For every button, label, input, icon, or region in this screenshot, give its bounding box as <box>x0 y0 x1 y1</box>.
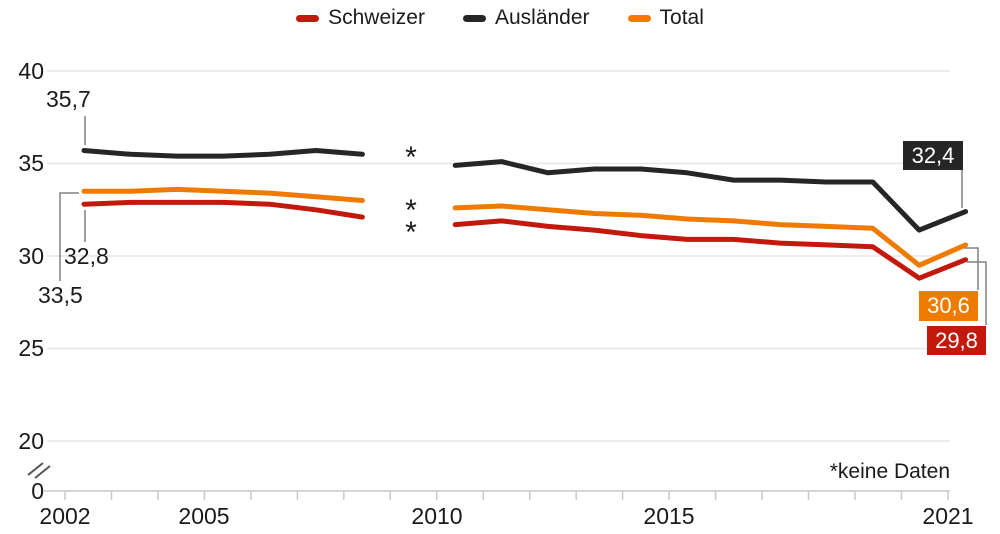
y-axis-label-20: 20 <box>18 428 44 454</box>
series-line-ausländer <box>452 159 969 233</box>
axis-break-icon <box>34 465 51 479</box>
legend-dash-total-icon <box>627 14 651 22</box>
series-line-ausländer <box>81 148 365 159</box>
leader-line <box>59 192 79 281</box>
x-axis-label-2002: 2002 <box>39 503 91 529</box>
legend-label-schweizer: Schweizer <box>328 6 425 29</box>
end-value-badge-total: 30,6 <box>919 291 978 321</box>
legend: Schweizer Ausländer Total <box>0 6 1000 30</box>
end-value-badge-schweizer: 29,8 <box>927 326 986 355</box>
axis-break-icon <box>27 462 44 476</box>
missing-data-asterisk: * <box>405 216 417 249</box>
legend-label-total: Total <box>659 6 704 29</box>
series-line-total <box>452 203 969 268</box>
leader-line <box>967 261 987 325</box>
y-axis-label-30: 30 <box>18 243 44 269</box>
missing-data-asterisk: * <box>405 141 417 174</box>
legend-dash-schweizer-icon <box>296 14 320 22</box>
legend-dash-auslaender-icon <box>462 14 486 22</box>
x-axis-label-2010: 2010 <box>411 503 463 529</box>
legend-item-total: Total <box>627 6 704 30</box>
x-axis-label-2005: 2005 <box>178 503 230 529</box>
legend-item-schweizer: Schweizer <box>296 6 425 30</box>
start-value-total: 33,5 <box>38 282 83 308</box>
footnote-keine-daten: *keine Daten <box>829 460 950 483</box>
start-value-schweizer: 32,8 <box>64 243 109 269</box>
series-line-total <box>81 186 365 203</box>
start-value-auslaender: 35,7 <box>46 86 91 112</box>
x-axis-label-2015: 2015 <box>643 503 695 529</box>
y-axis-label-35: 35 <box>18 150 44 176</box>
series-line-schweizer <box>452 218 969 281</box>
series-line-schweizer <box>81 199 365 220</box>
y-axis-label-25: 25 <box>18 335 44 361</box>
y-axis-label-40: 40 <box>18 58 44 84</box>
y-axis-label-0: 0 <box>31 478 44 504</box>
end-value-badge-auslaender: 32,4 <box>903 141 963 170</box>
legend-label-auslaender: Ausländer <box>494 6 590 29</box>
missing-data-asterisk: * <box>405 194 417 227</box>
x-axis-label-2021: 2021 <box>922 503 974 529</box>
leader-line <box>964 247 979 290</box>
legend-item-auslaender: Ausländer <box>462 6 590 30</box>
